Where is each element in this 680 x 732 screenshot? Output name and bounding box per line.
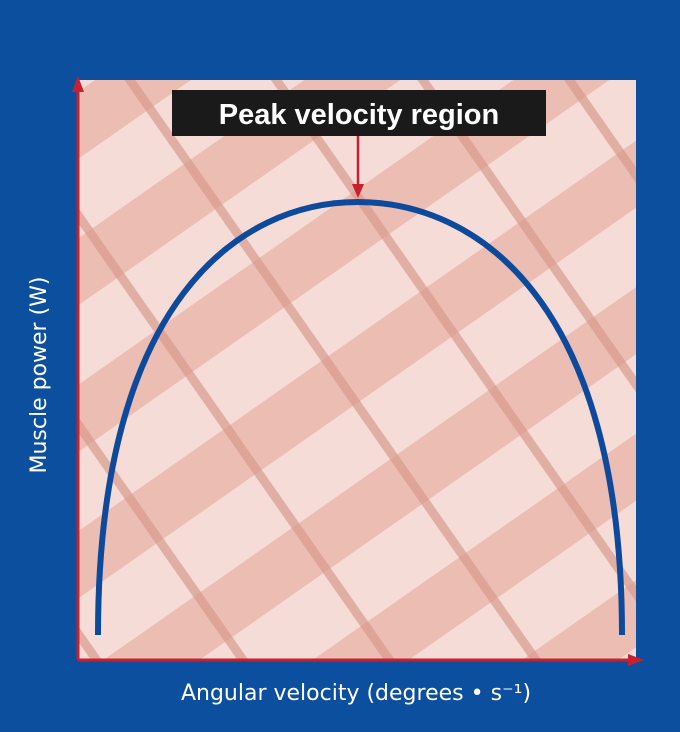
peak-label: Peak velocity region bbox=[219, 99, 499, 131]
axes bbox=[72, 76, 644, 666]
x-axis-label: Angular velocity (degrees • s⁻¹) bbox=[181, 681, 531, 706]
pointer-head bbox=[352, 184, 364, 198]
y-arrow bbox=[72, 76, 84, 92]
y-axis-label: Muscle power (W) bbox=[27, 276, 52, 473]
power-curve bbox=[95, 198, 625, 636]
x-arrow bbox=[628, 654, 644, 666]
label-box bbox=[172, 90, 546, 136]
